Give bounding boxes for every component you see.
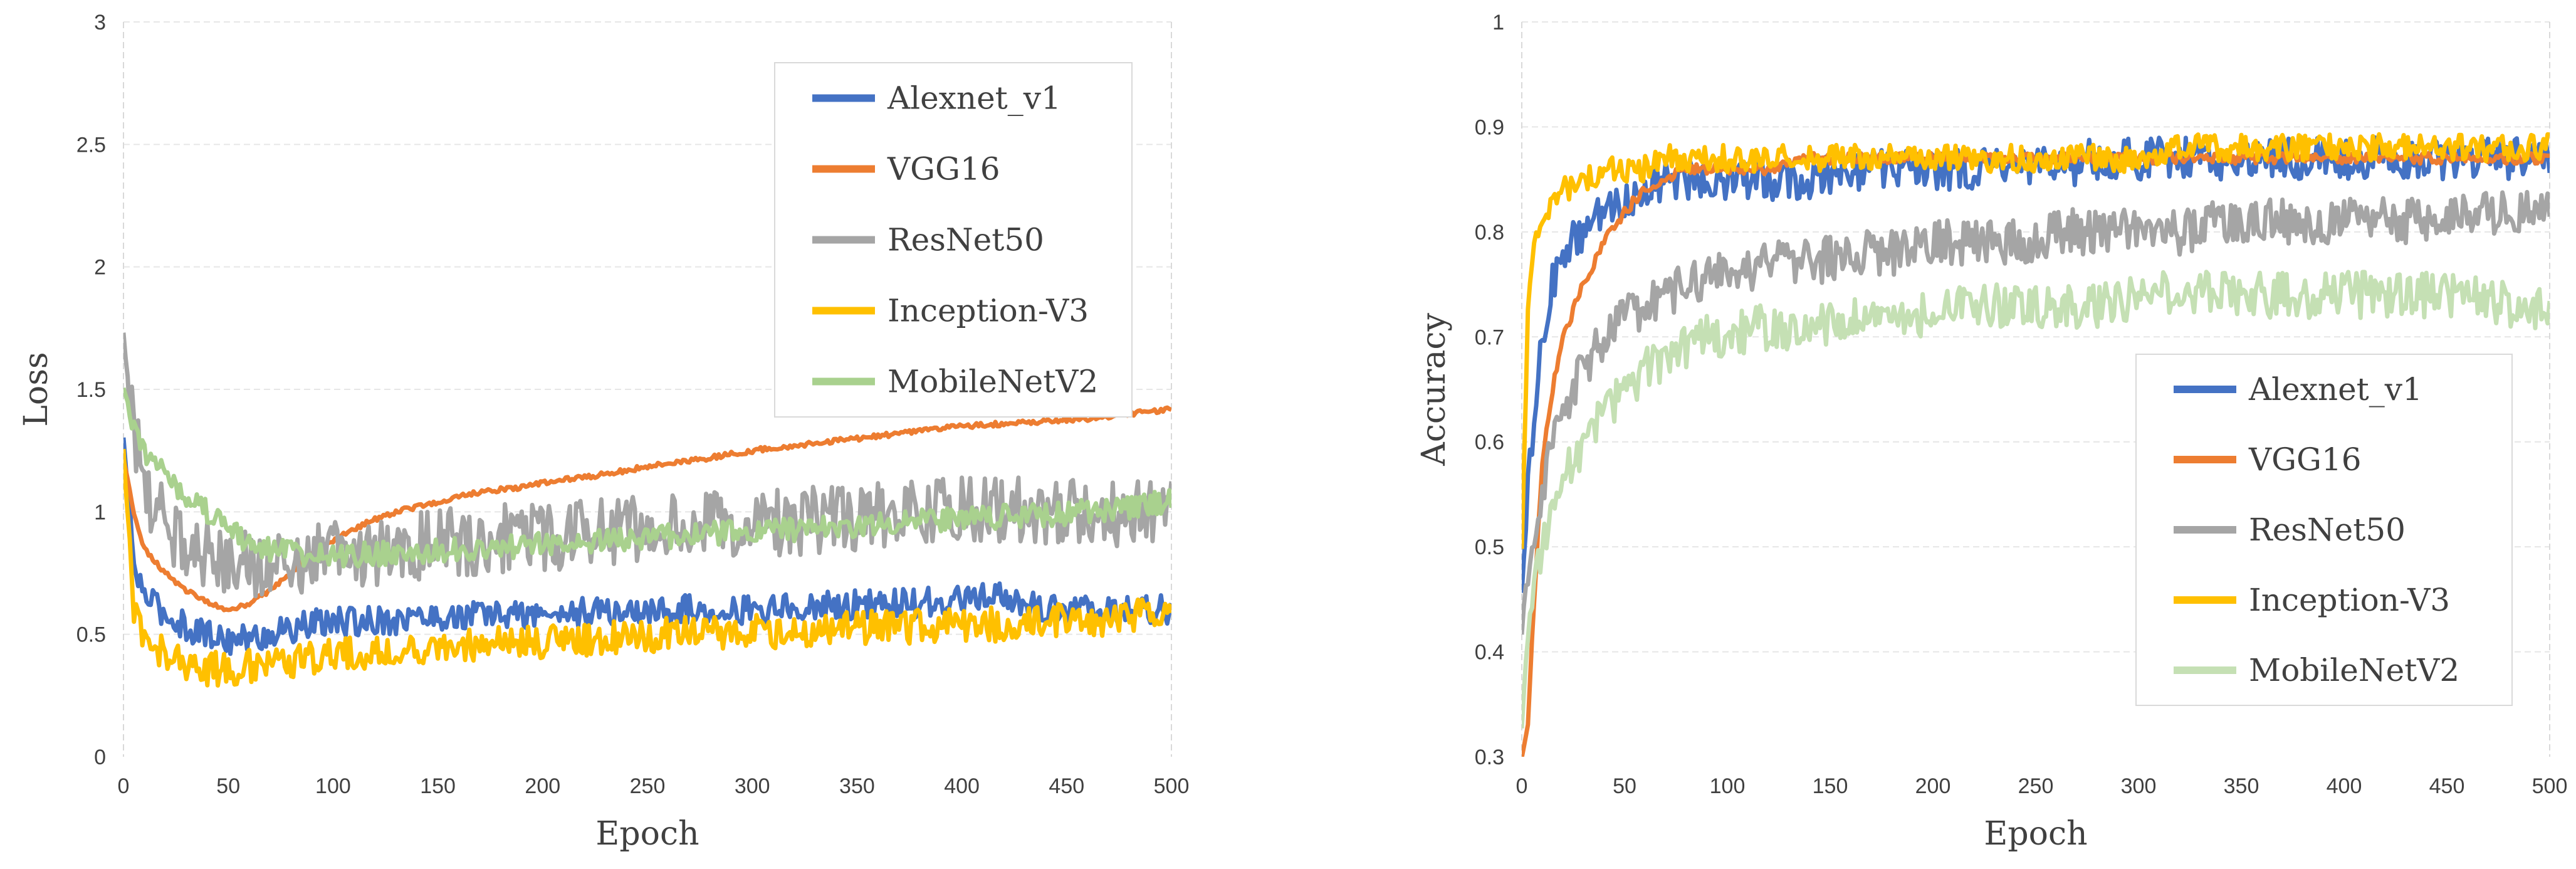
x-tick-label: 400 <box>944 774 980 798</box>
y-tick-label: 0.7 <box>1475 325 1504 349</box>
x-tick-label: 450 <box>2429 774 2465 798</box>
x-tick-label: 350 <box>839 774 875 798</box>
x-tick-label: 250 <box>2018 774 2054 798</box>
series-line-mobilenetv2 <box>123 387 1171 569</box>
y-tick-label: 0.6 <box>1475 431 1504 455</box>
x-tick-label: 200 <box>1915 774 1951 798</box>
y-tick-label: 0.8 <box>1475 221 1504 245</box>
x-tick-label: 100 <box>1710 774 1746 798</box>
y-tick-label: 2.5 <box>76 133 106 157</box>
series-line-mobilenetv2 <box>1522 270 2550 729</box>
legend-label: Alexnet_v1 <box>887 80 1061 117</box>
x-tick-label: 350 <box>2224 774 2259 798</box>
y-tick-label: 1 <box>1492 11 1504 34</box>
x-tick-label: 150 <box>1813 774 1848 798</box>
y-tick-label: 1.5 <box>76 378 106 402</box>
series-line-alexnet-v1 <box>123 437 1171 656</box>
legend-label: VGG16 <box>887 151 1000 187</box>
x-tick-label: 500 <box>1154 774 1190 798</box>
legend-label: Alexnet_v1 <box>2248 371 2422 408</box>
x-axis-label: Epoch <box>1984 815 2087 853</box>
x-tick-label: 300 <box>735 774 770 798</box>
x-tick-label: 200 <box>525 774 560 798</box>
x-tick-label: 0 <box>118 774 130 798</box>
x-tick-label: 500 <box>2532 774 2568 798</box>
x-tick-label: 50 <box>216 774 240 798</box>
x-tick-label: 50 <box>1613 774 1636 798</box>
series-line-resnet50 <box>1522 189 2550 635</box>
x-tick-label: 150 <box>420 774 456 798</box>
legend-label: ResNet50 <box>2249 512 2406 548</box>
y-tick-label: 3 <box>94 11 106 34</box>
y-tick-label: 0.5 <box>1475 535 1504 559</box>
legend-label: Inception-V3 <box>2249 582 2450 618</box>
y-tick-label: 0.5 <box>76 623 106 647</box>
x-tick-label: 300 <box>2121 774 2157 798</box>
y-tick-label: 1 <box>94 500 106 524</box>
y-tick-label: 0.4 <box>1475 641 1504 665</box>
y-tick-label: 0.3 <box>1475 745 1504 769</box>
legend-label: MobileNetV2 <box>2249 652 2459 688</box>
x-tick-label: 450 <box>1049 774 1084 798</box>
y-axis-label: Accuracy <box>1415 313 1453 466</box>
legend-label: MobileNetV2 <box>887 364 1098 400</box>
legend-label: ResNet50 <box>887 222 1044 258</box>
series-line-inception-v3 <box>123 448 1171 688</box>
series-line-inception-v3 <box>1522 132 2550 549</box>
x-axis-label: Epoch <box>595 815 699 853</box>
legend-label: VGG16 <box>2248 441 2362 478</box>
y-axis-label: Loss <box>18 352 55 426</box>
x-tick-label: 100 <box>315 774 351 798</box>
series-line-resnet50 <box>123 332 1171 599</box>
x-tick-label: 0 <box>1516 774 1528 798</box>
loss-chart: 0 0.5 1 1.5 2 2.5 3 0 50 100 150 200 250 300 350 400 450… <box>18 11 1190 853</box>
x-tick-label: 400 <box>2327 774 2362 798</box>
y-tick-label: 2 <box>94 256 106 280</box>
y-tick-label: 0 <box>94 745 106 769</box>
accuracy-chart: 0.3 0.4 0.5 0.6 0.7 0.8 0.9 1 0 50 100 150 200 250 300… <box>1415 11 2568 853</box>
y-tick-label: 0.9 <box>1475 115 1504 139</box>
x-tick-label: 250 <box>630 774 666 798</box>
legend-label: Inception-V3 <box>887 293 1089 329</box>
